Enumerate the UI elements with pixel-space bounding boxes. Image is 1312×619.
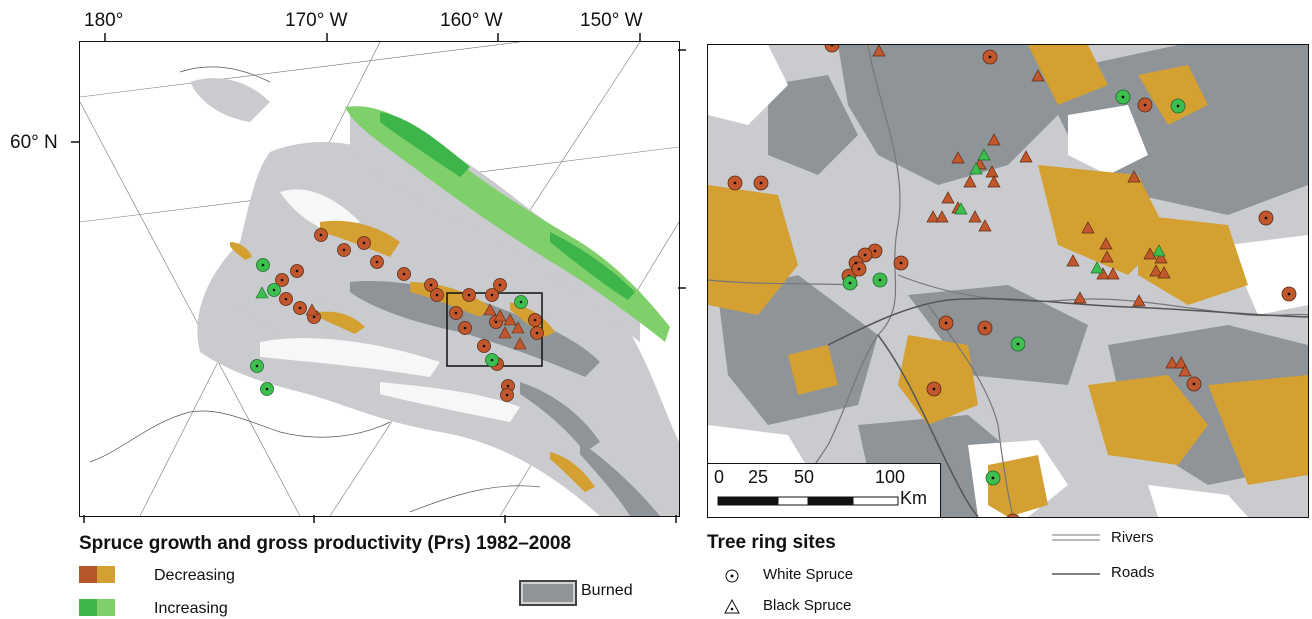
right-map-canvas (708, 45, 1308, 517)
burned-areas (350, 281, 660, 516)
lat-label-60n: 60° N (10, 132, 58, 153)
scale-tick-50: 50 (794, 467, 815, 487)
decreasing-label: Decreasing (154, 567, 235, 584)
coastline (89, 66, 541, 513)
increasing-label: Increasing (154, 600, 228, 617)
increasing-swatch (79, 599, 115, 616)
rm-triangles-decreasing (872, 45, 1192, 377)
rm-triangles-increasing (954, 148, 1166, 274)
left-map-canvas (80, 42, 679, 516)
legend-title: Spruce growth and gross productivity (Pr… (79, 533, 572, 554)
left-map (79, 41, 680, 517)
white-spruce-symbol (725, 569, 739, 583)
site-triangles (305, 303, 527, 350)
increasing-areas (345, 106, 670, 342)
black-spruce-label: Black Spruce (763, 597, 852, 614)
lon-label-180: 180° (84, 10, 124, 31)
rivers-label: Rivers (1111, 529, 1154, 546)
scale-tick-100: 100 (875, 467, 906, 487)
roads-label: Roads (1111, 564, 1155, 581)
increasing-dark (380, 112, 635, 300)
burned-swatch (519, 580, 577, 606)
sites-title: Tree ring sites (707, 532, 836, 553)
rivers-symbol (1052, 534, 1100, 541)
white-spruce-label: White Spruce (763, 566, 854, 583)
marker-centers (280, 233, 539, 397)
right-map: 0 25 50 100 Km (707, 44, 1309, 518)
lon-label-160w: 160° W (440, 10, 503, 31)
burned-label: Burned (581, 582, 633, 599)
scale-tick-25: 25 (748, 467, 769, 487)
lon-label-150w: 150° W (580, 10, 643, 31)
scale-tick-0: 0 (714, 467, 725, 487)
roads-symbol (1052, 573, 1100, 575)
scale-bar: 0 25 50 100 Km (708, 463, 941, 517)
scale-unit: Km (900, 488, 927, 508)
roads (827, 297, 1308, 517)
scale-bar-graphic (717, 496, 899, 506)
lon-label-170w: 170° W (285, 10, 348, 31)
green-triangle (255, 286, 269, 299)
black-spruce-symbol (724, 598, 740, 614)
decreasing-swatch (79, 566, 115, 583)
